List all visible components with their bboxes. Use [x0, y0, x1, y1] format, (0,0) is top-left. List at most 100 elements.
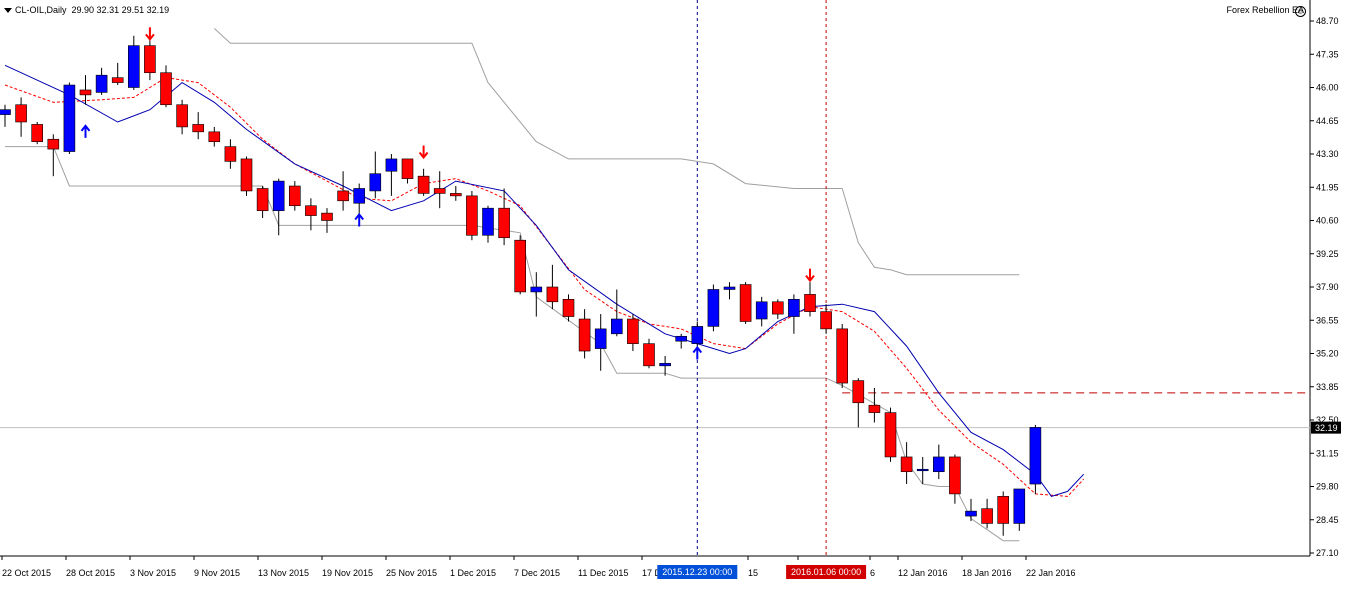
- candle[interactable]: [417, 168, 430, 196]
- candle[interactable]: [240, 156, 253, 196]
- candle[interactable]: [739, 282, 752, 324]
- bear-candle-body: [401, 158, 414, 179]
- candle[interactable]: [482, 205, 494, 243]
- candle[interactable]: [176, 99, 188, 135]
- bull-candle-body: [272, 180, 285, 211]
- smiley-icon[interactable]: ☺: [1295, 6, 1306, 17]
- candle[interactable]: [643, 338, 655, 369]
- bear-candle-body: [337, 190, 349, 202]
- candle[interactable]: [804, 282, 816, 317]
- vline-date-bg: [657, 565, 738, 579]
- candle[interactable]: [981, 498, 993, 529]
- candle[interactable]: [256, 186, 269, 219]
- candle[interactable]: [79, 75, 92, 105]
- candle[interactable]: [498, 188, 510, 246]
- candle[interactable]: [675, 333, 688, 349]
- candle[interactable]: [401, 158, 414, 184]
- candle[interactable]: [755, 296, 768, 327]
- candle[interactable]: [836, 323, 849, 388]
- candle[interactable]: [305, 198, 317, 231]
- candle[interactable]: [900, 442, 913, 485]
- price-axis[interactable]: 48.70 47.35 46.00 44.65 43.30 41.95 40.60 39.25…: [1310, 16, 1341, 558]
- candle[interactable]: [852, 378, 865, 428]
- candle[interactable]: [949, 454, 961, 504]
- bear-candle-body: [192, 124, 204, 133]
- bear-candle-body: [224, 146, 237, 162]
- candle[interactable]: [224, 139, 237, 169]
- candle[interactable]: [788, 294, 800, 334]
- candle[interactable]: [514, 235, 527, 295]
- time-tick-label: 9 Nov 2015: [194, 568, 240, 578]
- candle[interactable]: [31, 121, 44, 145]
- candle[interactable]: [128, 35, 140, 90]
- candle[interactable]: [884, 407, 897, 462]
- candle[interactable]: [95, 67, 108, 95]
- candle[interactable]: [562, 294, 575, 322]
- price-tick-label: 43.30: [1316, 149, 1339, 159]
- candle[interactable]: [63, 82, 76, 154]
- candle[interactable]: [321, 208, 333, 233]
- time-tick-label: 11 Dec 2015: [578, 568, 628, 578]
- bull-candle-body: [788, 299, 800, 317]
- candle[interactable]: [47, 134, 60, 177]
- bear-candle-body: [466, 195, 478, 236]
- bear-candle-body: [288, 185, 301, 207]
- time-tick-label: 22 Jan 2016: [1026, 568, 1076, 578]
- vline-date-label-red: 2016.01.06 00:00: [786, 565, 867, 579]
- current-price-tag: 32.19: [1311, 421, 1341, 434]
- candle[interactable]: [916, 456, 929, 485]
- chevron-down-icon[interactable]: [4, 8, 12, 14]
- bear-candle-body: [433, 188, 446, 194]
- candle[interactable]: [530, 272, 543, 317]
- candle[interactable]: [208, 126, 221, 147]
- candle[interactable]: [15, 97, 27, 137]
- candle[interactable]: [820, 304, 832, 334]
- candle[interactable]: [627, 314, 639, 352]
- bull-candle-body: [530, 286, 543, 293]
- candle[interactable]: [965, 498, 977, 521]
- candle[interactable]: [466, 190, 478, 241]
- time-tick-label: 19 Nov 2015: [322, 568, 373, 578]
- candle[interactable]: [385, 154, 398, 196]
- candle[interactable]: [337, 171, 349, 211]
- candle[interactable]: [433, 171, 446, 209]
- candle[interactable]: [997, 491, 1010, 536]
- candle[interactable]: [0, 104, 11, 127]
- bear-candle-body: [176, 104, 188, 128]
- candle[interactable]: [1013, 488, 1026, 531]
- candle[interactable]: [144, 38, 156, 81]
- candle[interactable]: [594, 314, 607, 371]
- candle[interactable]: [707, 284, 720, 332]
- candle[interactable]: [192, 112, 204, 140]
- candle[interactable]: [659, 355, 671, 376]
- bear-candle-body: [79, 89, 92, 96]
- bull-candle-body: [932, 456, 945, 473]
- candle[interactable]: [932, 444, 945, 480]
- vline-labels: 2015.12.23 00:00 2016.01.06 00:00: [657, 565, 867, 579]
- candle[interactable]: [369, 151, 382, 199]
- grid-layer: [0, 0, 1310, 556]
- candle[interactable]: [160, 65, 172, 108]
- time-tick-label: 13 Nov 2015: [258, 568, 309, 578]
- candle[interactable]: [1029, 424, 1042, 494]
- bear-candle-body: [820, 311, 832, 330]
- candle[interactable]: [578, 309, 591, 359]
- candle[interactable]: [449, 186, 462, 201]
- candle[interactable]: [771, 299, 784, 320]
- candles-layer: [0, 35, 1042, 536]
- bear-candle-body: [884, 412, 897, 458]
- candle[interactable]: [272, 178, 285, 236]
- candle[interactable]: [546, 264, 559, 310]
- expert-advisor-label: Forex Rebellion EA: [1226, 5, 1304, 15]
- price-tick-label: 29.80: [1316, 482, 1339, 492]
- candle[interactable]: [868, 387, 881, 423]
- candle[interactable]: [723, 282, 736, 300]
- bull-candle-body: [691, 326, 704, 344]
- bull-candle-body: [707, 289, 720, 327]
- candle[interactable]: [610, 289, 623, 337]
- candle[interactable]: [111, 62, 124, 86]
- candle[interactable]: [288, 181, 301, 211]
- bear-candle-body: [449, 193, 462, 197]
